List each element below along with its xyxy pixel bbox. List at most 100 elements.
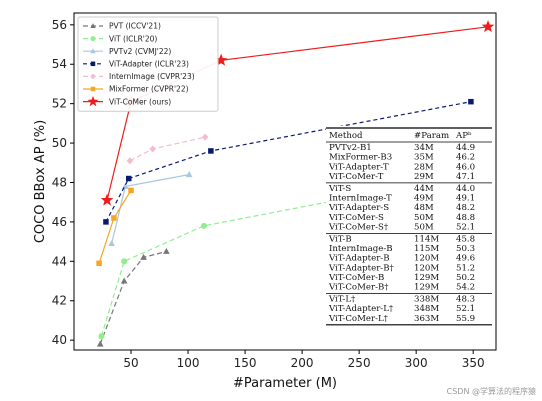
table-cell: 49.1 [456, 194, 475, 204]
table-cell: ViT-Adapter-L† [328, 304, 394, 314]
watermark: CSDN @学算法的程序猿 [446, 387, 536, 396]
table-header-cell: Method [329, 131, 363, 141]
table-cell: 50.3 [456, 244, 475, 254]
table-cell: 129M [414, 283, 439, 293]
data-point [163, 247, 170, 254]
table-cell: 52.1 [456, 222, 475, 232]
legend-entry: ViT-Adapter (ICLR'23) [83, 60, 189, 69]
data-point [108, 240, 115, 247]
y-tick-label: 54 [52, 57, 67, 71]
table-row: InternImage-T 49M 49.1 [329, 194, 475, 204]
table-row: ViT-Adapter-B 120M 49.6 [328, 254, 475, 264]
x-tick-label: 200 [291, 356, 314, 370]
table-row: ViT-Adapter-B† 120M 51.2 [328, 263, 475, 273]
y-tick-label: 52 [52, 97, 67, 111]
series-line [111, 174, 190, 244]
table-cell: 48.2 [456, 203, 475, 213]
y-axis-title: COCO BBox AP (%) [33, 120, 48, 243]
y-tick-label: 50 [52, 136, 67, 150]
table-row: MixFormer-B3 35M 46.2 [329, 153, 475, 163]
data-point [201, 133, 209, 141]
series-0 [96, 247, 170, 347]
table-cell: 49M [414, 194, 434, 204]
legend-marker [90, 23, 96, 29]
table-cell: 50M [414, 213, 434, 223]
table-cell: 338M [414, 295, 439, 305]
table-cell: ViT-CoMer-B† [328, 283, 389, 293]
series-line [99, 250, 167, 345]
table-row: ViT-Adapter-S 48M 48.2 [328, 203, 475, 213]
y-tick-label: 48 [52, 175, 67, 189]
data-point [128, 187, 134, 194]
data-point [185, 171, 193, 178]
legend-marker [90, 36, 96, 42]
table-row: ViT-Adapter-T 28M 46.0 [328, 162, 475, 172]
table-cell: 129M [414, 273, 439, 283]
x-tick-label: 150 [234, 356, 257, 370]
table-cell: ViT-CoMer-T [328, 172, 384, 182]
legend-label: MixFormer (CVPR'22) [109, 85, 189, 94]
data-point [481, 20, 495, 33]
table-row: ViT-Adapter-L† 348M 52.1 [328, 304, 475, 314]
table-cell: 29M [414, 172, 434, 182]
table-row: ViT-CoMer-T 29M 47.1 [328, 172, 475, 182]
table-cell: 44M [414, 184, 434, 194]
x-tick-label: 50 [123, 356, 138, 370]
x-tick-label: 350 [462, 356, 485, 370]
table-cell: 28M [414, 162, 434, 172]
table-row: ViT-CoMer-B 129M 50.2 [328, 273, 475, 283]
table-cell: 50.2 [456, 273, 475, 283]
data-point [208, 148, 214, 154]
table-cell: 50M [414, 222, 434, 232]
legend-marker [90, 48, 96, 54]
series-line [129, 136, 206, 162]
table-cell: 35M [414, 153, 434, 163]
legend-entry: ViT-CoMer (ours) [83, 95, 171, 106]
x-tick-label: 100 [177, 356, 200, 370]
table-cell: 363M [414, 314, 439, 324]
legend-label: PVT (ICCV'21) [109, 22, 161, 31]
legend-entry: ViT (ICLR'20) [83, 34, 157, 43]
table-header-cell: #Param [414, 131, 449, 141]
table-cell: 120M [414, 263, 439, 273]
data-point [126, 157, 134, 165]
table-cell: ViT-B [328, 235, 352, 245]
data-point [98, 333, 105, 340]
table-cell: 348M [414, 304, 439, 314]
legend-label: InternImage (CVPR'23) [109, 72, 195, 81]
data-point [103, 219, 109, 225]
y-tick-label: 44 [52, 254, 67, 268]
data-point [121, 258, 128, 265]
legend-marker [90, 86, 96, 92]
table-cell: 55.9 [456, 314, 475, 324]
table-row: ViT-CoMer-S 50M 48.8 [328, 213, 475, 223]
legend: PVT (ICCV'21) ViT (ICLR'20) PVTv2 (CVMJ'22… [77, 16, 219, 112]
x-axis-title: #Parameter (M) [233, 376, 337, 391]
table-cell: ViT-CoMer-S [328, 213, 384, 223]
series-5 [96, 187, 134, 267]
table-cell: 48.3 [456, 295, 475, 305]
table-row: ViT-S 44M 44.0 [328, 184, 475, 194]
x-tick-label: 300 [405, 356, 428, 370]
table-row: ViT-B 114M 45.8 [328, 235, 475, 245]
table-cell: InternImage-T [329, 194, 392, 204]
table-cell: 115M [414, 244, 439, 254]
legend-entry: InternImage (CVPR'23) [83, 72, 195, 81]
table-cell: ViT-Adapter-S [328, 203, 389, 213]
y-tick-label: 40 [52, 333, 67, 347]
table-cell: ViT-Adapter-B [328, 254, 390, 264]
table-row: ViT-CoMer-S† 50M 52.1 [328, 222, 475, 232]
table-row: ViT-CoMer-L† 363M 55.9 [328, 314, 475, 324]
legend-label: PVTv2 (CVMJ'22) [109, 47, 171, 56]
table-cell: 52.1 [456, 304, 475, 314]
data-point [120, 277, 128, 284]
table-cell: 46.0 [456, 162, 475, 172]
axes: 50 100 150 200 250 300 350 40 42 44 46 48 50 52 54 56 [52, 12, 497, 370]
legend-marker [90, 73, 96, 80]
series-4 [126, 133, 209, 165]
legend-label: ViT (ICLR'20) [109, 34, 157, 43]
table-cell: 44.0 [456, 184, 475, 194]
table-cell: 120M [414, 254, 439, 264]
series-line [100, 175, 460, 337]
